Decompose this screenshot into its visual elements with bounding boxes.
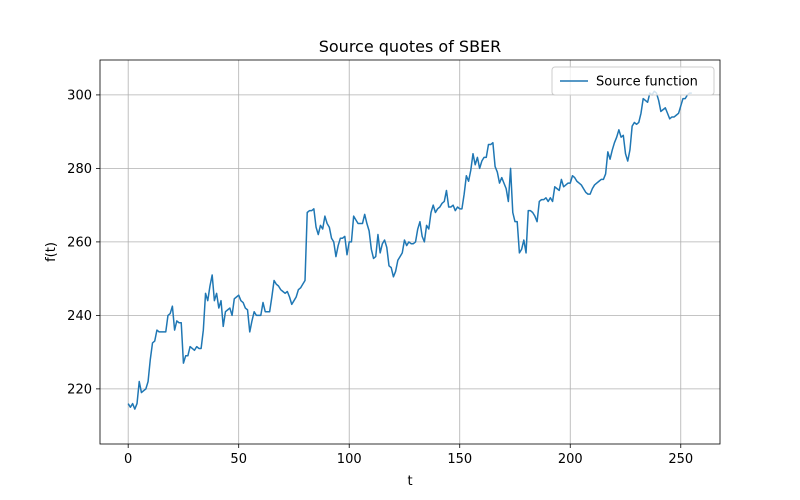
y-axis-label: f(t) — [44, 242, 59, 262]
ticks: 0 50 100 150 200 250 220 240 260 280 300 — [67, 88, 693, 467]
x-tick-label: 0 — [124, 452, 132, 467]
legend: Source function — [551, 66, 715, 96]
chart-title: Source quotes of SBER — [319, 37, 502, 56]
axes-frame — [99, 59, 721, 445]
x-tick-label: 50 — [230, 452, 247, 467]
x-tick-label: 150 — [447, 452, 472, 467]
legend-label: Source function — [596, 75, 698, 90]
y-tick-label: 300 — [67, 88, 92, 103]
x-tick-label: 200 — [558, 452, 583, 467]
x-tick-label: 250 — [668, 452, 693, 467]
data-line — [127, 90, 692, 410]
legend-box — [551, 66, 715, 96]
plot-area — [127, 90, 692, 410]
y-tick-label: 220 — [67, 382, 92, 397]
y-tick-label: 240 — [67, 309, 92, 324]
x-tick-label: 100 — [337, 452, 362, 467]
x-axis-label: t — [407, 474, 412, 489]
y-tick-label: 280 — [67, 162, 92, 177]
y-tick-label: 260 — [67, 235, 92, 250]
